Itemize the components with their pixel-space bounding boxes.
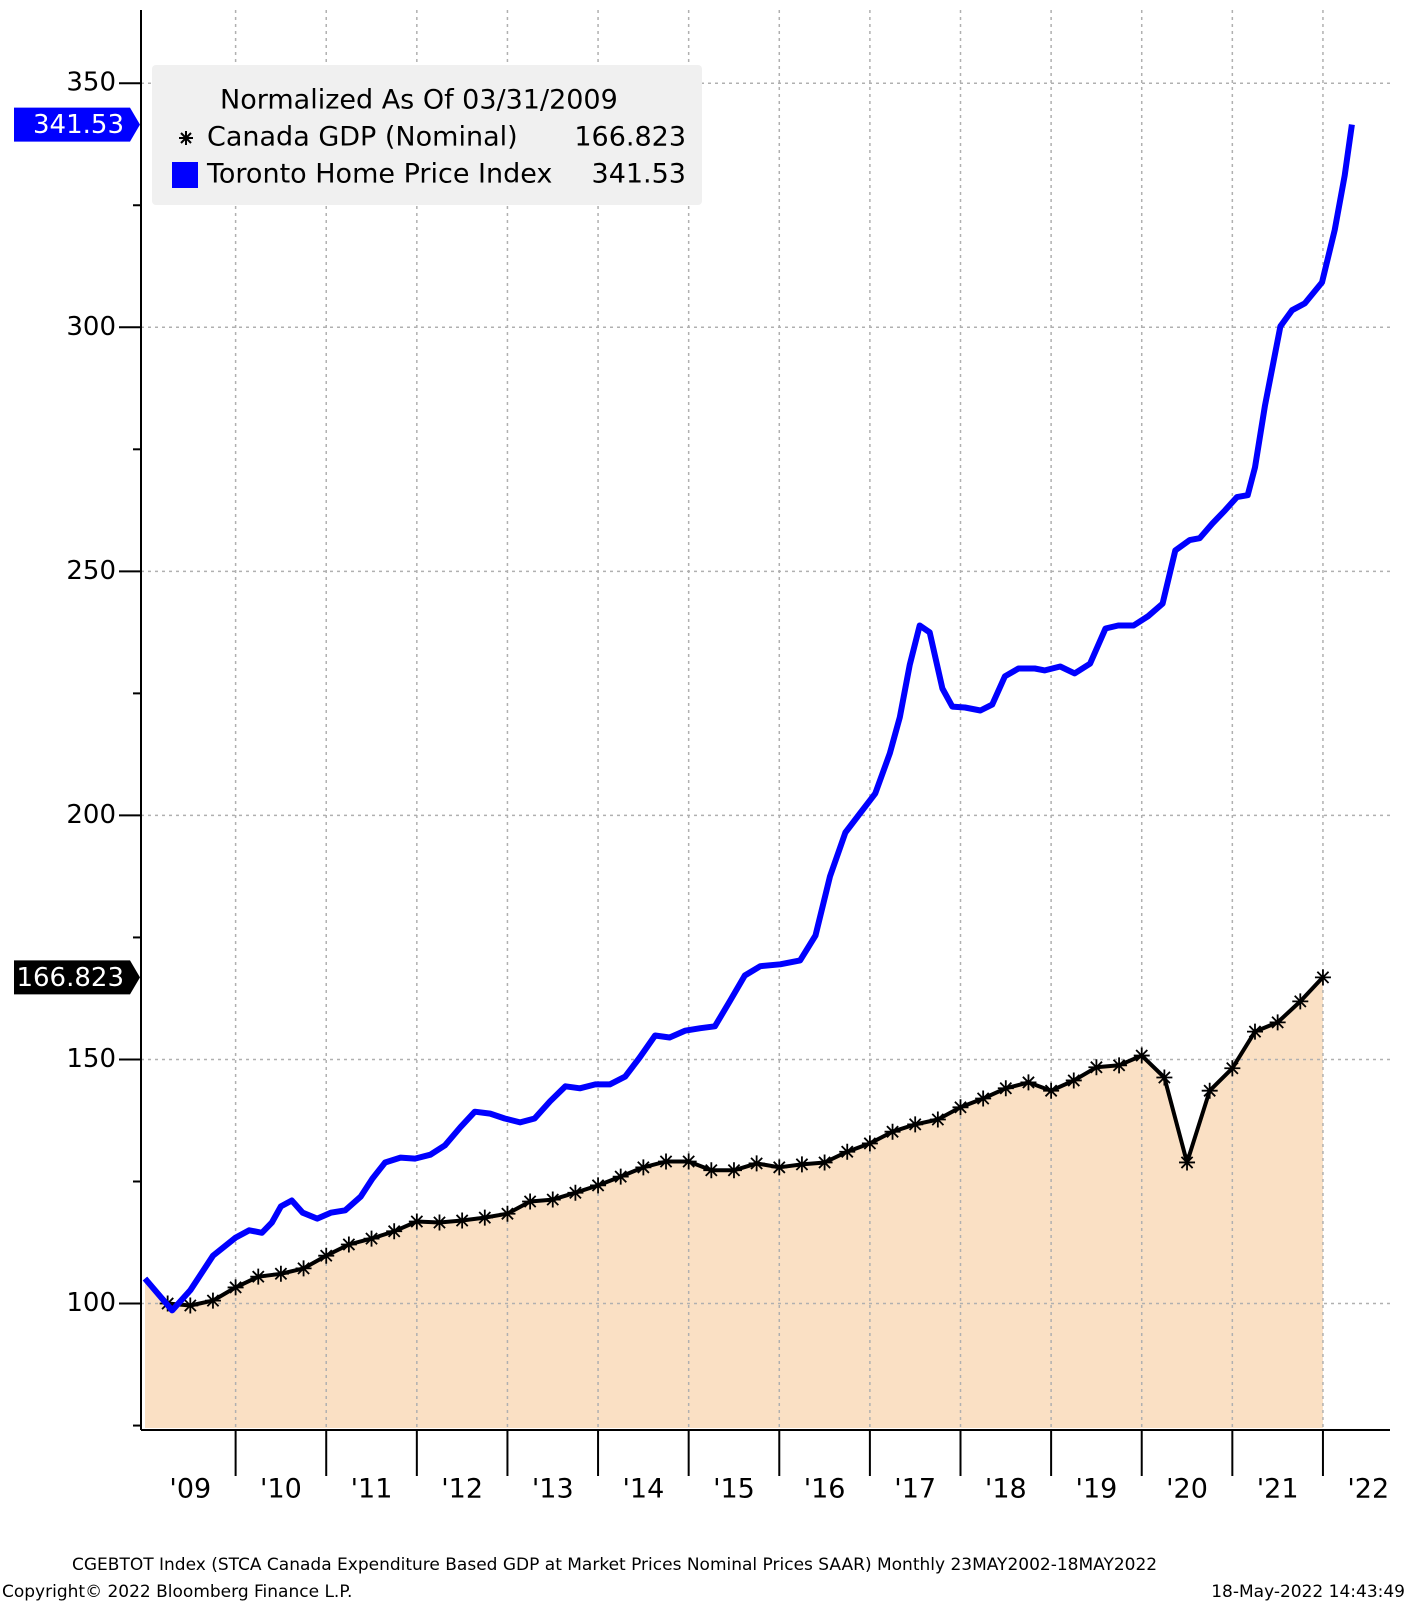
marker — [1224, 1060, 1241, 1077]
marker — [1156, 1069, 1173, 1086]
marker — [522, 1193, 539, 1210]
last-value-label: 166.823 — [16, 963, 124, 993]
last-value-tag — [14, 107, 140, 142]
marker — [1314, 969, 1331, 986]
marker — [997, 1080, 1014, 1097]
marker — [703, 1162, 720, 1179]
marker — [340, 1236, 357, 1253]
marker — [544, 1191, 561, 1208]
line — [142, 124, 1355, 1314]
y-tick-label: 150 — [66, 1044, 116, 1074]
legend-value: 341.53 — [592, 159, 686, 190]
marker — [975, 1090, 992, 1107]
x-tick-label: '11 — [351, 1474, 393, 1505]
last-value-label: 341.53 — [33, 110, 124, 140]
marker — [1133, 1047, 1150, 1064]
marker — [182, 1297, 199, 1314]
y-tick-label: 350 — [66, 68, 116, 98]
marker — [839, 1143, 856, 1160]
marker — [1043, 1082, 1060, 1099]
marker — [476, 1209, 493, 1226]
marker — [1179, 1154, 1196, 1171]
marker — [771, 1159, 788, 1176]
x-tick-label: '22 — [1347, 1474, 1389, 1505]
legend-box — [152, 65, 702, 205]
marker — [499, 1205, 516, 1222]
x-tick-label: '10 — [260, 1474, 302, 1505]
marker — [748, 1155, 765, 1172]
y-tick-label: 300 — [66, 312, 116, 342]
x-tick-label: '21 — [1257, 1474, 1299, 1505]
x-tick-label: '12 — [441, 1474, 483, 1505]
x-tick-label: '09 — [169, 1474, 211, 1505]
y-tick-label: 200 — [66, 800, 116, 830]
marker — [363, 1230, 380, 1247]
x-tick-label: '15 — [713, 1474, 755, 1505]
footer: CGEBTOT Index (STCA Canada Expenditure B… — [72, 1555, 1157, 1575]
marker — [386, 1223, 403, 1240]
x-tick-label: '18 — [985, 1474, 1027, 1505]
marker — [431, 1214, 448, 1231]
marker — [1111, 1057, 1128, 1074]
marker — [1292, 993, 1309, 1010]
x-tick-label: '14 — [622, 1474, 664, 1505]
marker — [884, 1123, 901, 1140]
y-tick-label: 250 — [66, 556, 116, 586]
marker — [861, 1135, 878, 1152]
x-tick-label: '20 — [1166, 1474, 1208, 1505]
marker — [680, 1153, 697, 1170]
marker — [952, 1099, 969, 1116]
marker — [250, 1268, 267, 1285]
marker — [318, 1247, 335, 1264]
marker — [1088, 1059, 1105, 1076]
legend-label: Canada GDP (Nominal) — [207, 122, 518, 153]
legend-label: Toronto Home Price Index — [206, 159, 552, 190]
last-value-tag — [14, 960, 140, 995]
y-tick-label: 100 — [66, 1288, 116, 1318]
copyright: Copyright© 2022 Bloomberg Finance L.P. — [2, 1582, 352, 1602]
marker — [590, 1177, 607, 1194]
marker — [454, 1212, 471, 1229]
marker — [725, 1162, 742, 1179]
area — [145, 977, 1323, 1428]
marker — [272, 1265, 289, 1282]
marker — [227, 1279, 244, 1296]
marker — [1065, 1072, 1082, 1089]
marker — [204, 1292, 221, 1309]
marker — [1269, 1014, 1286, 1031]
marker — [1246, 1023, 1263, 1040]
x-tick-label: '17 — [894, 1474, 936, 1505]
marker — [612, 1168, 629, 1185]
legend-marker — [179, 131, 193, 145]
legend-value: 166.823 — [574, 122, 686, 153]
legend-title: Normalized As Of 03/31/2009 — [220, 85, 618, 116]
marker — [1020, 1074, 1037, 1091]
marker — [929, 1111, 946, 1128]
marker — [816, 1154, 833, 1171]
legend-marker — [172, 162, 198, 188]
x-tick-label: '13 — [532, 1474, 574, 1505]
marker — [295, 1260, 312, 1277]
x-tick-label: '16 — [804, 1474, 846, 1505]
marker — [793, 1156, 810, 1173]
timestamp: 18-May-2022 14:43:49 — [1211, 1582, 1405, 1602]
marker — [408, 1213, 425, 1230]
marker — [658, 1153, 675, 1170]
marker — [567, 1184, 584, 1201]
x-tick-label: '19 — [1076, 1474, 1118, 1505]
marker — [907, 1116, 924, 1133]
marker — [635, 1159, 652, 1176]
marker — [1201, 1082, 1218, 1099]
